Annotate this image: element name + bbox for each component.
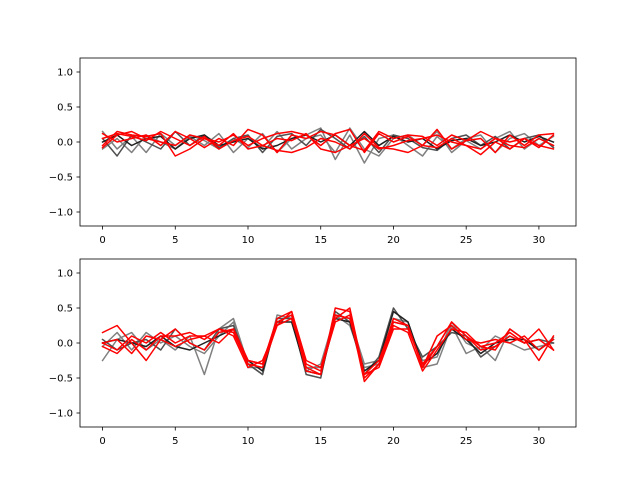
x-tick-label: 0	[99, 436, 105, 447]
x-tick-label: 10	[242, 235, 255, 246]
y-tick-label: 0.5	[57, 103, 73, 114]
y-tick-label: 1.0	[57, 269, 73, 280]
y-tick-label: 0.5	[57, 304, 73, 315]
x-tick-label: 30	[533, 235, 546, 246]
x-tick-label: 5	[172, 436, 178, 447]
y-tick-label: −1.0	[49, 208, 73, 219]
y-tick-label: 0.0	[57, 339, 73, 350]
series-line-6	[101, 128, 555, 154]
y-tick-label: −0.5	[49, 173, 73, 184]
x-tick-label: 10	[242, 436, 255, 447]
series-line-4	[101, 130, 555, 150]
series-line-8	[101, 130, 555, 156]
y-tick-label: −0.5	[49, 374, 73, 385]
x-tick-label: 15	[314, 436, 327, 447]
x-tick-label: 20	[387, 436, 400, 447]
x-tick-label: 15	[314, 235, 327, 246]
y-tick-label: 1.0	[57, 68, 73, 79]
y-tick-label: −1.0	[49, 409, 73, 420]
x-tick-label: 0	[99, 235, 105, 246]
top-subplot: 0 5 10 15 20 25 30 −1.0 −0.5 0.0 0.5 1.0	[49, 57, 577, 246]
y-tick-label: 0.0	[57, 138, 73, 149]
x-tick-label: 30	[533, 436, 546, 447]
series-line-8	[101, 314, 555, 383]
x-tick-label: 20	[387, 235, 400, 246]
bottom-subplot: 0 5 10 15 20 25 30 −1.0 −0.5 0.0 0.5 1.0	[49, 258, 577, 447]
x-tick-label: 25	[460, 235, 473, 246]
series-line-7	[101, 130, 555, 154]
x-tick-label: 25	[460, 436, 473, 447]
x-tick-label: 5	[172, 235, 178, 246]
